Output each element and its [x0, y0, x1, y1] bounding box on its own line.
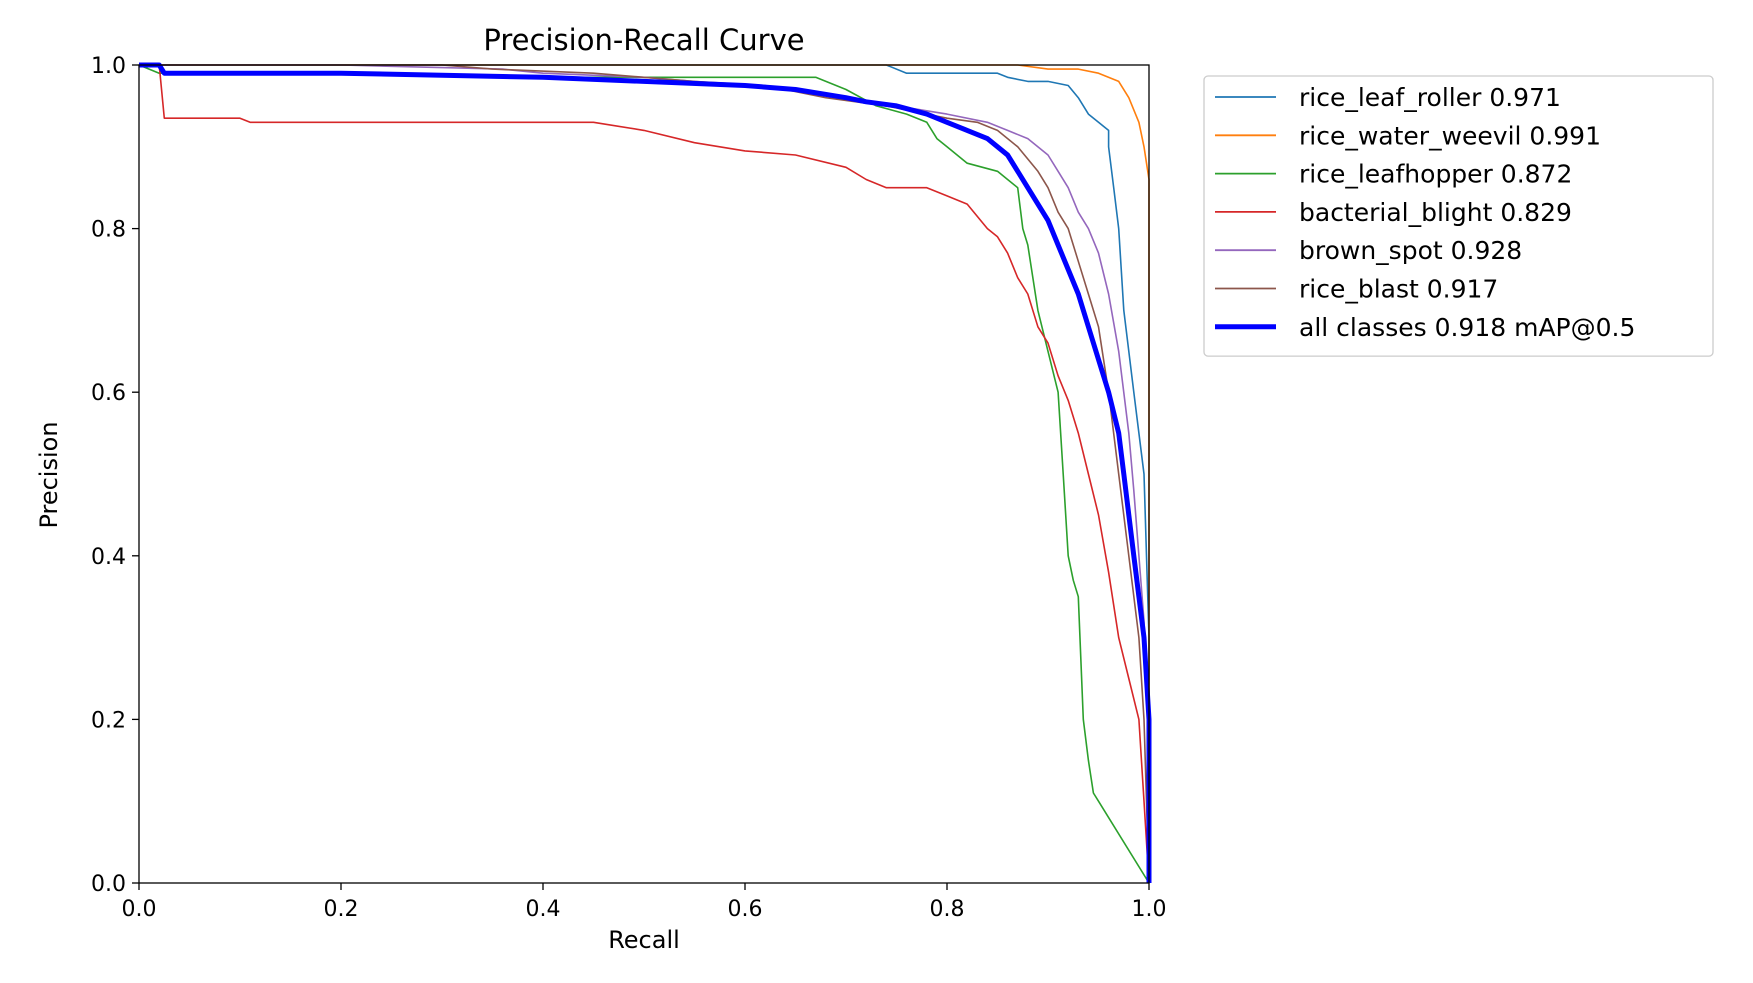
- y-tick-label: 1.0: [91, 54, 126, 79]
- y-tick-label: 0.0: [91, 872, 126, 897]
- x-tick-label: 0.4: [526, 897, 561, 922]
- legend-entry: rice_leafhopper 0.872: [1299, 160, 1572, 189]
- legend: rice_leaf_roller 0.971 rice_water_weevil …: [1203, 75, 1714, 357]
- series-line-6: [139, 62, 1152, 883]
- x-tick-label: 1.0: [1132, 897, 1167, 922]
- y-tick-label: 0.6: [91, 381, 126, 406]
- legend-entry: rice_leaf_roller 0.971: [1299, 83, 1561, 112]
- legend-entry: rice_blast 0.917: [1299, 275, 1498, 304]
- legend-entry: bacterial_blight 0.829: [1299, 198, 1572, 227]
- x-tick-label: 0.6: [728, 897, 763, 922]
- legend-entry: brown_spot 0.928: [1299, 236, 1522, 265]
- series-line-2: [138, 64, 1150, 884]
- series-line-3: [139, 64, 1150, 884]
- y-tick-label: 0.4: [91, 545, 126, 570]
- y-axis-label: Precision: [35, 421, 63, 528]
- plot-area: [138, 62, 1152, 884]
- series-line-0: [139, 64, 1150, 883]
- x-axis-label: Recall: [608, 926, 680, 954]
- axes: 0.0 0.2 0.4 0.6 0.8 1.0 0.0 0.2 0.4 0.6 0.8 1.0: [91, 54, 1167, 922]
- legend-box: [1203, 75, 1714, 357]
- x-tick-label: 0.8: [930, 897, 965, 922]
- chart-title: Precision-Recall Curve: [483, 23, 804, 57]
- axes-frame: [138, 64, 1150, 884]
- legend-entry: all classes 0.918 mAP@0.5: [1299, 313, 1635, 342]
- x-tick-label: 0.2: [324, 897, 359, 922]
- legend-entry: rice_water_weevil 0.991: [1299, 121, 1601, 150]
- y-tick-label: 0.8: [91, 218, 126, 243]
- y-tick-label: 0.2: [91, 708, 126, 733]
- x-tick-label: 0.0: [122, 897, 157, 922]
